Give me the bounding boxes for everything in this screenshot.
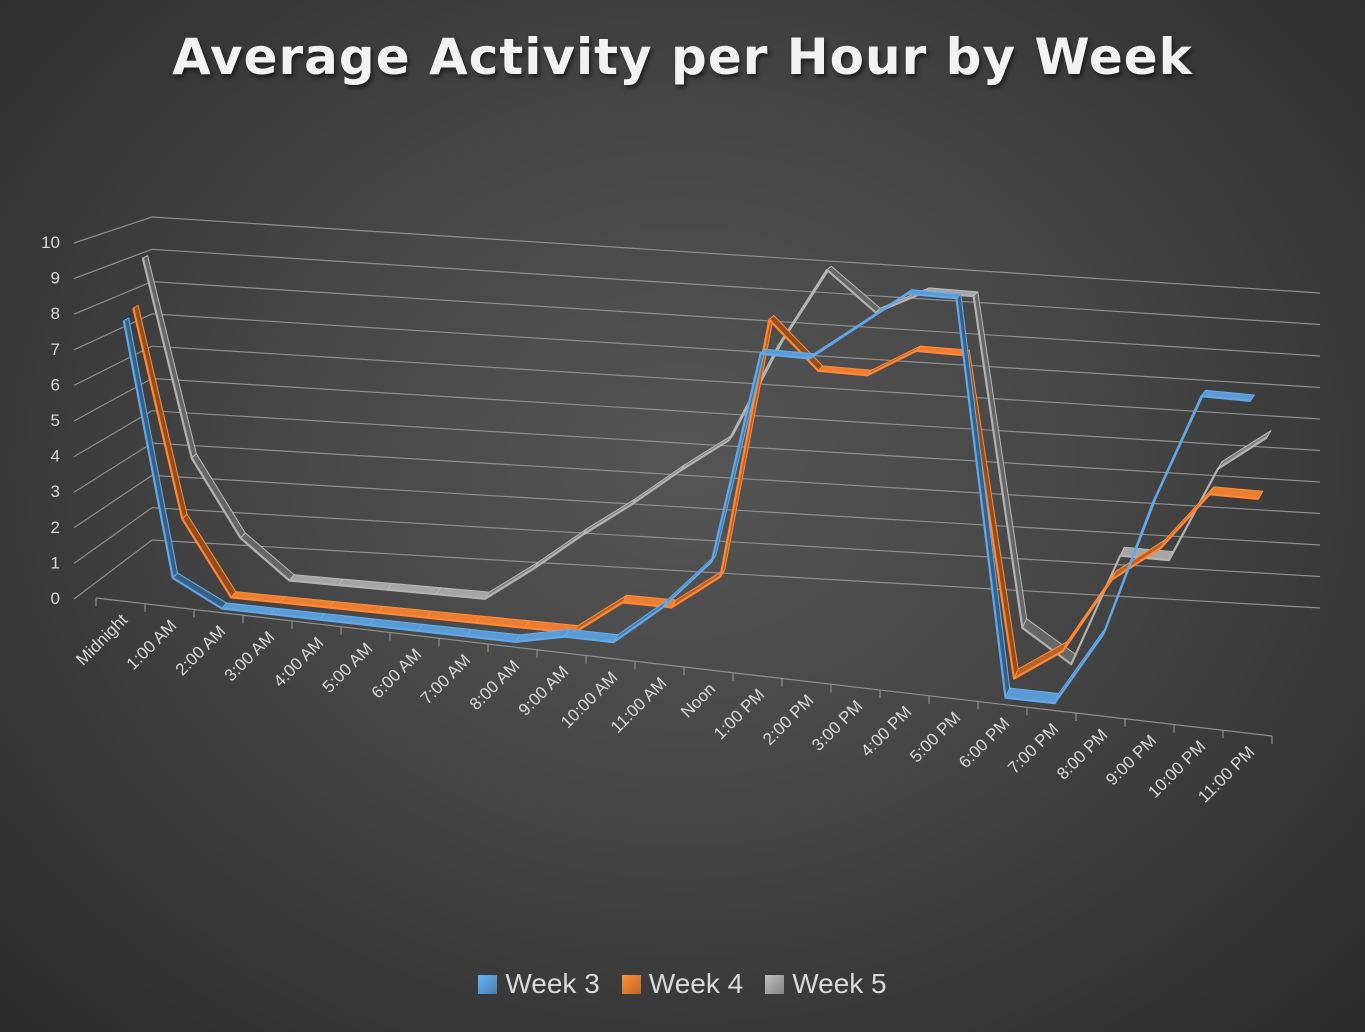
gridlines [73, 216, 1321, 609]
x-tick-label: Noon [677, 679, 719, 721]
gridline [151, 248, 1321, 326]
series-line [141, 257, 1268, 666]
series-segment [826, 265, 881, 314]
gridline-side [73, 281, 153, 315]
legend-item: Week 4 [621, 968, 744, 1000]
legend-label: Week 5 [792, 968, 887, 999]
y-tick-label: 10 [41, 233, 60, 252]
y-tick-label: 4 [51, 447, 60, 466]
legend-swatch [765, 974, 785, 994]
gridline-side [73, 345, 153, 386]
gridline-side [73, 410, 153, 458]
gridline-side [73, 474, 153, 529]
y-tick-label: 8 [51, 304, 60, 323]
legend-item: Week 3 [478, 968, 600, 1000]
y-tick-label: 6 [51, 375, 60, 394]
y-tick-label: 1 [51, 553, 60, 572]
series-week-3 [122, 289, 1255, 705]
series-segment [142, 255, 197, 459]
gridline [151, 507, 1321, 578]
gridline-side [73, 507, 153, 564]
y-tick-label: 9 [51, 269, 60, 288]
legend-swatch [478, 974, 498, 994]
series-line [122, 292, 1251, 705]
gridline [151, 539, 1321, 609]
gridline [151, 442, 1321, 515]
series-week-5 [141, 255, 1272, 666]
chart-title: Average Activity per Hour by Week [172, 28, 1193, 86]
legend-label: Week 4 [648, 968, 744, 999]
y-tick-label: 7 [51, 340, 60, 359]
legend: Week 3 Week 4 Week 5 [0, 968, 1365, 1000]
gridline-side [73, 442, 153, 493]
gridline-side [73, 216, 153, 244]
legend-label: Week 3 [505, 968, 600, 999]
series-segment [191, 453, 246, 539]
series-line [132, 307, 1259, 680]
series-ribbons [122, 255, 1272, 705]
gridline [151, 345, 1321, 420]
gridline [151, 410, 1321, 483]
y-tick-label: 5 [51, 411, 60, 430]
gridline [151, 313, 1321, 389]
legend-item: Week 5 [765, 968, 887, 1000]
y-tick-label: 0 [51, 589, 60, 608]
gridline-side [73, 539, 153, 600]
series-segment [240, 532, 295, 581]
legend-swatch [621, 974, 641, 994]
gridline-side [73, 248, 153, 280]
y-tick-label: 3 [51, 482, 60, 501]
gridline [151, 216, 1321, 294]
gridline [151, 377, 1321, 452]
y-tick-label: 2 [51, 518, 60, 537]
gridline [151, 281, 1321, 357]
axes [95, 597, 1273, 744]
